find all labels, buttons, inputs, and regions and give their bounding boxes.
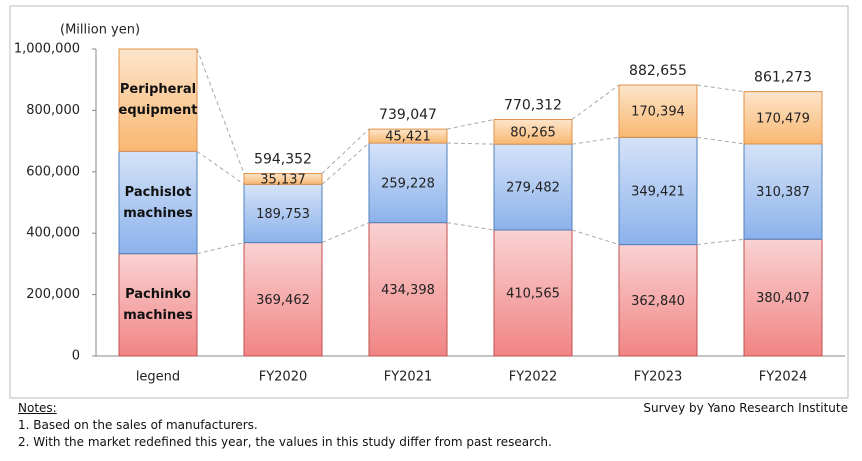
connector bbox=[196, 242, 245, 255]
value-label: 349,421 bbox=[631, 184, 685, 199]
y-axis-label: (Million yen) bbox=[60, 23, 140, 38]
bar-segment bbox=[368, 128, 448, 144]
y-tick-label: 1,000,000 bbox=[14, 42, 80, 57]
y-tick-label: 400,000 bbox=[26, 226, 80, 241]
bar-segment bbox=[493, 229, 573, 357]
bar-segment bbox=[243, 173, 323, 185]
x-tick-label: FY2020 bbox=[259, 370, 308, 385]
value-label: 170,479 bbox=[756, 111, 810, 126]
connector bbox=[321, 222, 370, 244]
value-label: 362,840 bbox=[631, 294, 685, 309]
value-label: 410,565 bbox=[506, 286, 560, 301]
connector bbox=[571, 136, 620, 145]
value-label: 35,137 bbox=[260, 172, 306, 187]
bar-segment bbox=[493, 119, 573, 145]
value-label: 45,421 bbox=[385, 130, 431, 145]
y-tick-label: 600,000 bbox=[26, 164, 80, 179]
connector bbox=[696, 84, 745, 93]
bar-segment bbox=[618, 244, 698, 357]
y-tick-label: 0 bbox=[72, 349, 80, 364]
total-label: 882,655 bbox=[629, 63, 687, 79]
connector bbox=[571, 84, 620, 120]
connector bbox=[446, 119, 495, 130]
connector bbox=[446, 222, 495, 231]
value-label: 259,228 bbox=[381, 176, 435, 191]
legend-label: Peripheral equipment bbox=[118, 82, 198, 119]
x-tick-label: FY2022 bbox=[509, 370, 558, 385]
value-label: 80,265 bbox=[510, 125, 556, 140]
value-label: 369,462 bbox=[256, 293, 310, 308]
connector bbox=[321, 128, 370, 174]
value-label: 189,753 bbox=[256, 207, 310, 222]
bar-segment bbox=[743, 238, 823, 357]
bar-segment bbox=[743, 91, 823, 145]
connector bbox=[446, 142, 495, 145]
value-label: 170,394 bbox=[631, 105, 685, 120]
bar-segment bbox=[493, 143, 573, 231]
total-label: 739,047 bbox=[379, 107, 437, 123]
value-label: 380,407 bbox=[756, 291, 810, 306]
legend-label: Pachislot machines bbox=[123, 184, 193, 221]
note: 1. Based on the sales of manufacturers. bbox=[18, 418, 258, 432]
notes-title: Notes: bbox=[18, 401, 57, 415]
value-label: 310,387 bbox=[756, 185, 810, 200]
x-tick-label: legend bbox=[136, 370, 180, 385]
x-tick-label: FY2024 bbox=[759, 370, 808, 385]
connector bbox=[571, 229, 620, 246]
y-tick-label: 200,000 bbox=[26, 287, 80, 302]
note: 2. With the market redefined this year, … bbox=[18, 435, 552, 449]
connector bbox=[196, 48, 245, 174]
chart-frame bbox=[9, 5, 849, 399]
x-tick-label: FY2023 bbox=[634, 370, 683, 385]
legend-swatch bbox=[118, 253, 198, 357]
source: Survey by Yano Research Institute bbox=[643, 401, 848, 415]
connector bbox=[696, 238, 745, 246]
bar-segment bbox=[743, 143, 823, 240]
total-label: 861,273 bbox=[754, 70, 812, 86]
connector bbox=[321, 142, 370, 185]
value-label: 279,482 bbox=[506, 181, 560, 196]
y-tick-label: 800,000 bbox=[26, 103, 80, 118]
connector bbox=[696, 136, 745, 145]
legend-label: Pachinko machines bbox=[123, 286, 193, 323]
total-label: 594,352 bbox=[254, 152, 312, 168]
bar-segment bbox=[618, 84, 698, 138]
legend-swatch bbox=[118, 48, 198, 152]
total-label: 770,312 bbox=[504, 98, 562, 114]
connector bbox=[196, 150, 245, 185]
value-label: 434,398 bbox=[381, 283, 435, 298]
x-tick-label: FY2021 bbox=[384, 370, 433, 385]
bar-segment bbox=[618, 136, 698, 246]
